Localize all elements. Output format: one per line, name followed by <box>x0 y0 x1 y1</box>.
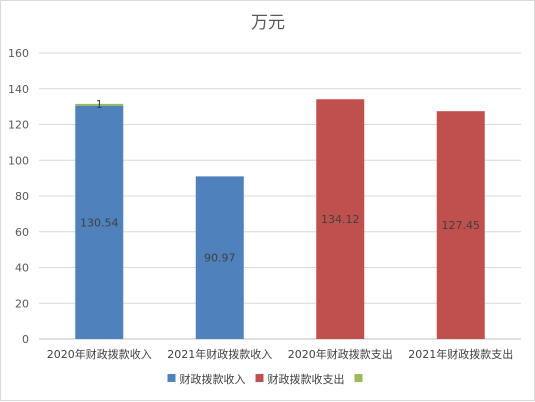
y-tick-label: 0 <box>22 333 29 346</box>
legend-swatch <box>354 374 363 382</box>
bar <box>75 103 124 106</box>
data-label: 1 <box>96 98 103 111</box>
y-tick-label: 160 <box>8 47 29 60</box>
legend-swatch <box>255 374 264 382</box>
x-axis-ticks: 2020年财政拨款收入 2021年财政拨款收入 2020年财政拨款支出 2021年财政… <box>47 347 514 361</box>
data-label: 130.54 <box>80 216 119 229</box>
legend-label: 财政拨款收支出 <box>268 372 345 386</box>
y-tick-label: 40 <box>15 262 29 275</box>
x-tick-label: 2021年财政拨款支出 <box>408 347 513 361</box>
legend-label: 财政拨款收入 <box>180 372 246 386</box>
legend: 财政拨款收入 财政拨款收支出 <box>167 372 363 386</box>
x-tick-label: 2020年财政拨款收入 <box>47 347 152 361</box>
x-tick-label: 2021年财政拨款收入 <box>167 347 272 361</box>
bar <box>436 111 485 339</box>
y-tick-label: 140 <box>8 83 29 96</box>
bar <box>75 105 124 339</box>
x-tick-label: 2020年财政拨款支出 <box>288 347 393 361</box>
data-label: 127.45 <box>442 219 481 232</box>
y-tick-label: 120 <box>8 119 29 132</box>
bars <box>75 99 485 339</box>
data-labels: 130.54 1 90.97 134.12 127.45 <box>80 98 480 265</box>
bar <box>316 99 365 339</box>
y-tick-label: 100 <box>8 154 29 167</box>
legend-swatch <box>167 374 176 382</box>
y-tick-label: 80 <box>15 190 29 203</box>
y-axis-ticks: 0 20 40 60 80 100 120 140 160 <box>8 47 29 346</box>
bar <box>195 176 244 339</box>
y-tick-label: 60 <box>15 226 29 239</box>
data-label: 134.12 <box>321 213 360 226</box>
y-tick-label: 20 <box>15 297 29 310</box>
data-label: 90.97 <box>204 252 236 265</box>
chart-title: 万元 <box>251 13 285 33</box>
